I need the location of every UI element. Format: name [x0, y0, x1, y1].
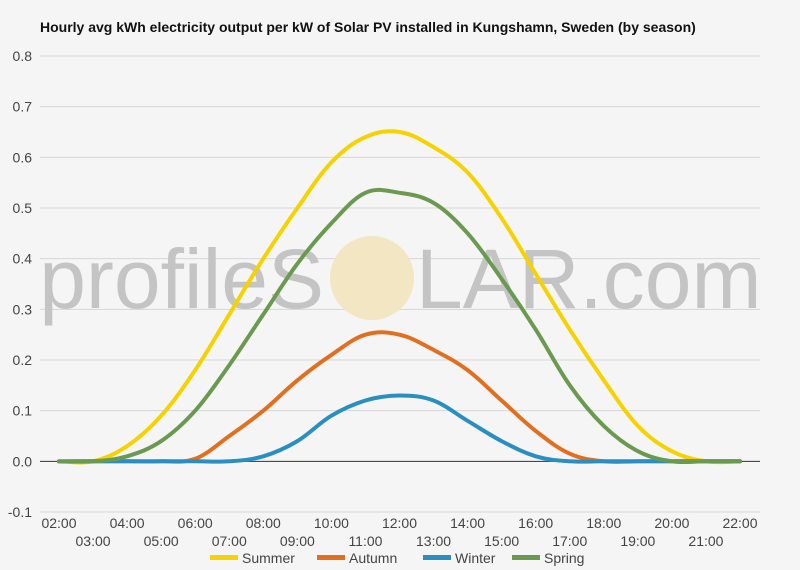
x-tick-label: 16:00: [518, 515, 553, 531]
x-tick-label: 15:00: [484, 533, 519, 549]
x-tick-label: 08:00: [246, 515, 281, 531]
x-tick-label: 07:00: [212, 533, 247, 549]
x-tick-label: 10:00: [314, 515, 349, 531]
legend-item-autumn[interactable]: Autumn: [317, 550, 397, 566]
x-tick-label: 18:00: [586, 515, 621, 531]
x-tick-label: 06:00: [178, 515, 213, 531]
x-tick-label: 22:00: [722, 515, 757, 531]
watermark-text: profileS: [39, 232, 324, 326]
x-tick-label: 14:00: [450, 515, 485, 531]
legend-item-winter[interactable]: Winter: [423, 550, 496, 566]
x-tick-label: 13:00: [416, 533, 451, 549]
legend-label: Autumn: [349, 550, 397, 566]
x-tick-label: 02:00: [41, 515, 76, 531]
watermark-text: LAR.com: [416, 232, 761, 326]
x-tick-label: 12:00: [382, 515, 417, 531]
y-tick-label: 0.7: [13, 99, 33, 115]
y-tick-label: 0.4: [13, 251, 33, 267]
y-tick-label: 0.1: [13, 403, 33, 419]
x-tick-label: 21:00: [688, 533, 723, 549]
y-tick-label: 0.8: [13, 48, 33, 64]
x-tick-label: 19:00: [620, 533, 655, 549]
legend-item-summer[interactable]: Summer: [210, 550, 295, 566]
y-tick-label: 0.3: [13, 301, 33, 317]
y-tick-label: 0.5: [13, 200, 33, 216]
legend-swatch: [423, 555, 451, 560]
y-tick-label: 0.6: [13, 149, 33, 165]
legend-swatch: [512, 555, 540, 560]
y-tick-label: -0.1: [8, 504, 32, 520]
series-line-summer: [57, 129, 742, 465]
x-tick-label: 20:00: [654, 515, 689, 531]
y-tick-label: 0.2: [13, 352, 33, 368]
chart-title: Hourly avg kWh electricity output per kW…: [40, 19, 696, 35]
legend-swatch: [210, 555, 238, 560]
y-tick-label: 0.0: [13, 453, 33, 469]
x-tick-label: 09:00: [280, 533, 315, 549]
legend-label: Winter: [455, 550, 496, 566]
watermark: profileS LAR.com: [39, 232, 761, 326]
legend-label: Spring: [544, 550, 584, 566]
x-tick-label: 03:00: [76, 533, 111, 549]
legend-label: Summer: [242, 550, 295, 566]
x-tick-label: 04:00: [110, 515, 145, 531]
legend-swatch: [317, 555, 345, 560]
x-tick-label: 11:00: [348, 533, 382, 549]
x-tick-label: 17:00: [552, 533, 587, 549]
legend-item-spring[interactable]: Spring: [512, 550, 584, 566]
series-line-winter: [57, 393, 742, 464]
series-line-spring: [57, 187, 742, 465]
x-tick-label: 05:00: [144, 533, 179, 549]
watermark-sun-icon: [330, 236, 414, 320]
